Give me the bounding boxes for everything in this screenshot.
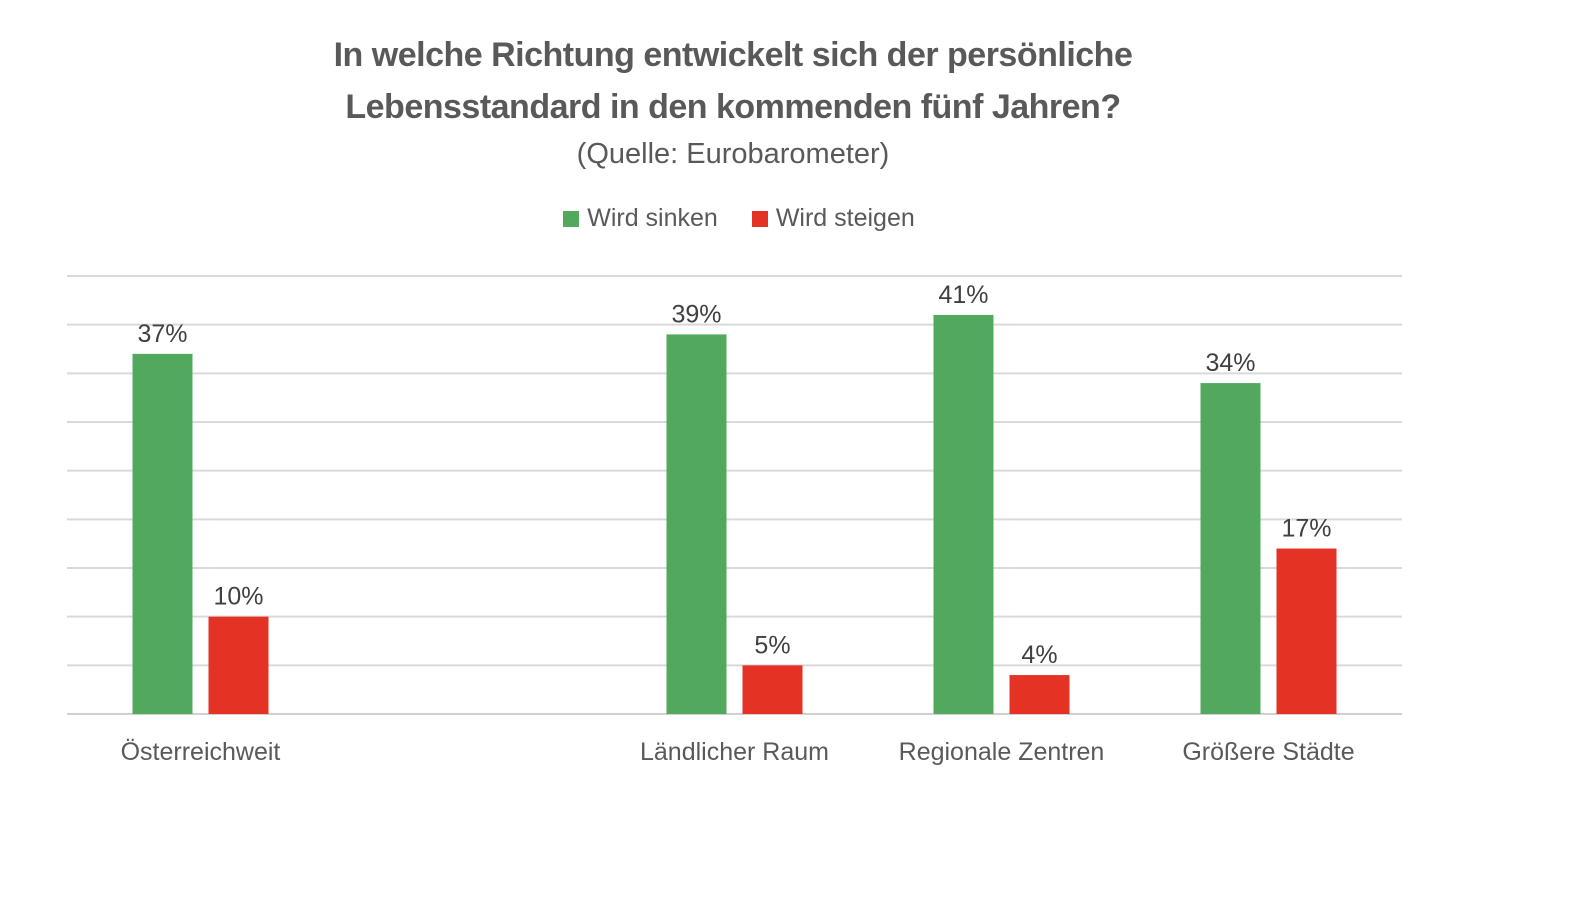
data-label: 5% <box>754 631 790 659</box>
legend-item-steigen: Wird steigen <box>751 204 915 233</box>
data-label: 41% <box>938 281 988 309</box>
data-label: 39% <box>671 300 721 328</box>
bar-steigen <box>1276 548 1337 714</box>
category-label: Österreichweit <box>121 738 281 766</box>
category-label: Ländlicher Raum <box>640 738 829 766</box>
bar-steigen <box>1009 675 1070 714</box>
legend-swatch-sinken <box>563 210 580 227</box>
bar-sinken <box>933 314 994 714</box>
legend: Wird sinken Wird steigen <box>0 204 1478 233</box>
bar-sinken <box>132 353 193 714</box>
data-label: 37% <box>137 320 187 348</box>
chart-title-line-1: In welche Richtung entwickelt sich der p… <box>333 36 1133 74</box>
legend-swatch-steigen <box>751 210 768 227</box>
bar-sinken <box>1200 383 1261 714</box>
chart-title-line-2: Lebensstandard in den kommenden fünf Jah… <box>345 88 1121 126</box>
data-label: 34% <box>1205 349 1255 377</box>
legend-label-sinken: Wird sinken <box>587 204 718 232</box>
category-label: Regionale Zentren <box>899 738 1105 766</box>
bar-steigen <box>742 665 803 714</box>
data-label: 4% <box>1021 641 1057 669</box>
bar-sinken <box>666 334 727 714</box>
legend-item-sinken: Wird sinken <box>563 204 718 233</box>
legend-label-steigen: Wird steigen <box>775 204 915 232</box>
category-label: Größere Städte <box>1182 738 1354 766</box>
data-label: 10% <box>213 583 263 611</box>
data-label: 17% <box>1281 515 1331 543</box>
chart-subtitle: (Quelle: Eurobarometer) <box>576 138 890 170</box>
bar-steigen <box>208 616 269 714</box>
